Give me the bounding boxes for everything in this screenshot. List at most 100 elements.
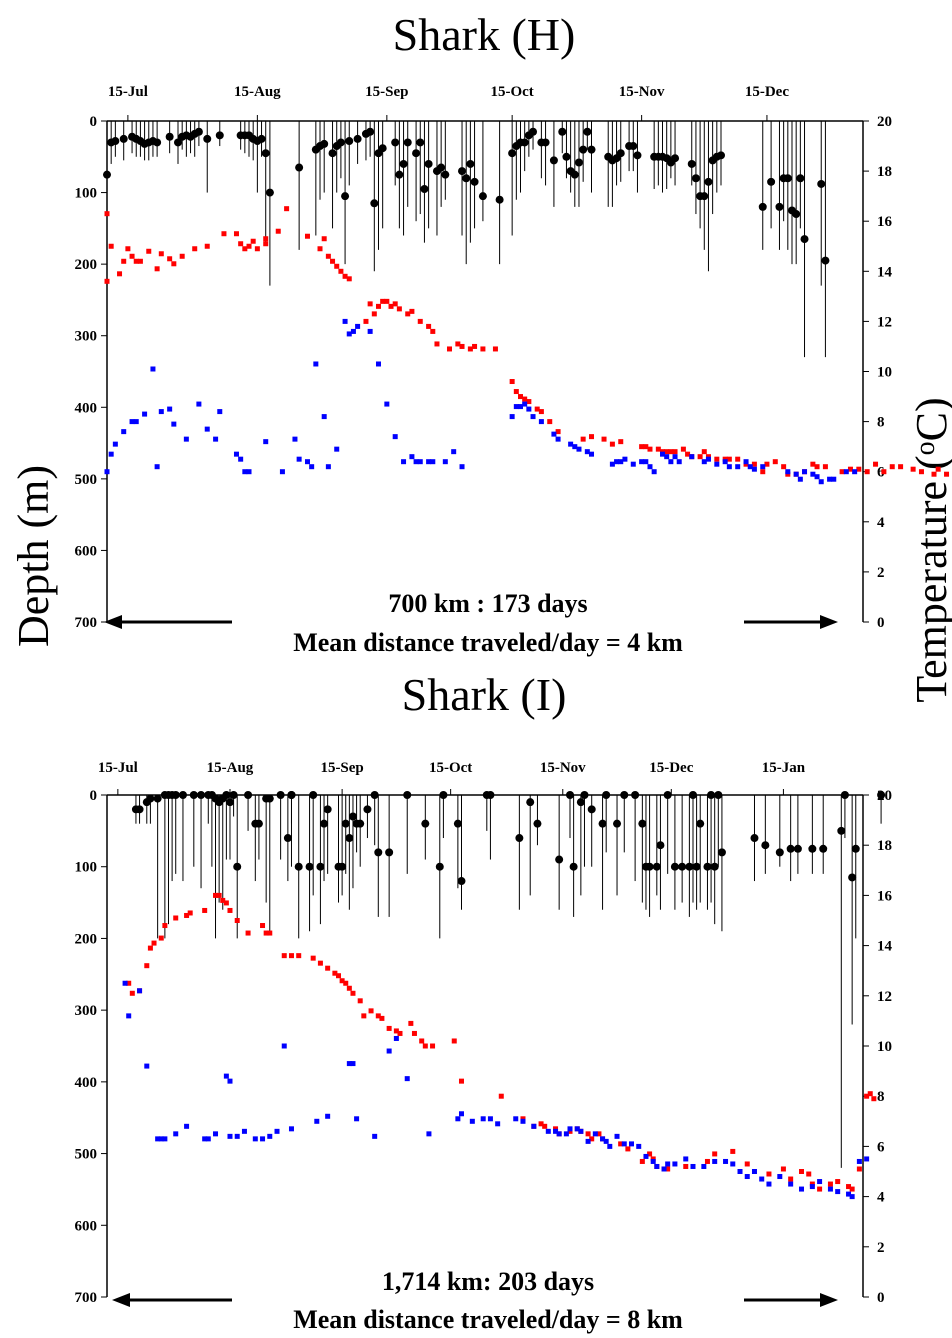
i-max-temp-point <box>216 892 222 898</box>
i-depth-point <box>316 862 325 871</box>
i-min-temp-point <box>480 1116 486 1122</box>
i-depth-point <box>287 791 296 799</box>
h-depth-point <box>203 134 212 143</box>
i-min-temp-point <box>162 1136 168 1142</box>
h-max-temp-point <box>171 261 177 267</box>
h-min-temp-point <box>150 366 156 372</box>
i-min-temp-point <box>744 1174 750 1180</box>
i-depth-point <box>276 791 285 799</box>
h-depth-point <box>103 170 111 179</box>
h-min-temp-point <box>384 401 390 407</box>
h-max-temp-point <box>192 246 198 252</box>
i-max-temp-point <box>846 1184 852 1190</box>
h-min-temp-point <box>818 479 824 485</box>
temperature-axis-title-end: C) <box>907 397 952 441</box>
h-min-temp-point <box>568 441 574 447</box>
panel-i-note-line1: 1,714 km: 203 days <box>382 1267 594 1296</box>
temperature-axis-title-main: Temperature ( <box>907 455 952 702</box>
i-max-temp-point <box>871 1096 877 1102</box>
h-x-tick-label: 15-Oct <box>490 84 533 100</box>
h-max-temp-point <box>133 258 139 264</box>
h-max-temp-point <box>935 466 941 472</box>
i-depth-point <box>613 819 622 828</box>
h-min-temp-point <box>513 404 519 410</box>
h-min-temp-point <box>810 471 816 477</box>
h-max-temp-point <box>589 434 595 440</box>
i-max-temp-point <box>227 907 233 913</box>
i-min-temp-point <box>274 1128 280 1134</box>
h-depth-tick-label: 500 <box>75 472 98 488</box>
h-max-temp-point <box>918 469 924 475</box>
h-min-temp-point <box>279 469 285 475</box>
h-depth-point <box>416 138 425 147</box>
i-max-temp-point <box>639 1158 645 1164</box>
h-depth-point <box>370 199 379 208</box>
h-max-temp-point <box>873 461 879 467</box>
i-min-temp-point <box>856 1158 862 1164</box>
h-max-temp-point <box>513 389 519 395</box>
i-depth-point <box>851 844 860 853</box>
h-min-temp-point <box>183 436 189 442</box>
i-min-temp-point <box>799 1186 805 1192</box>
h-min-temp-point <box>238 456 244 462</box>
h-x-tick-label: 15-Sep <box>365 84 408 100</box>
h-depth-tick-label: 400 <box>75 400 98 416</box>
h-min-temp-point <box>797 476 803 482</box>
i-max-temp-point <box>625 1146 631 1152</box>
h-depth-tick-label: 700 <box>75 615 98 631</box>
h-depth-point <box>295 163 304 172</box>
i-depth-tick-label: 400 <box>75 1075 98 1091</box>
i-min-temp-point <box>701 1163 707 1169</box>
i-min-temp-point <box>458 1111 464 1117</box>
i-depth-point <box>598 819 607 828</box>
i-min-temp-point <box>751 1169 757 1174</box>
i-max-temp-point <box>386 1025 392 1031</box>
h-depth-point <box>437 163 446 172</box>
i-min-temp-point <box>827 1186 833 1192</box>
i-max-temp-point <box>213 892 219 898</box>
i-depth-point <box>348 812 357 821</box>
i-depth-point <box>363 805 372 814</box>
i-max-temp-point <box>683 1163 689 1169</box>
h-max-temp-point <box>321 236 327 242</box>
i-min-temp-point <box>683 1156 689 1162</box>
h-min-temp-point <box>802 469 808 475</box>
h-max-temp-point <box>434 341 440 347</box>
i-x-tick-label: 15-Dec <box>649 760 693 776</box>
h-max-temp-point <box>697 454 703 460</box>
h-depth-point <box>165 132 174 141</box>
h-depth-point <box>529 127 538 136</box>
h-min-temp-point <box>121 429 127 435</box>
i-max-temp-point <box>223 900 229 906</box>
h-depth-point <box>792 210 801 219</box>
h-max-temp-point <box>847 466 853 472</box>
i-depth-tick-label: 100 <box>75 860 98 876</box>
h-max-temp-point <box>760 469 766 475</box>
h-max-temp-point <box>459 343 465 349</box>
i-min-temp-point <box>650 1158 656 1164</box>
h-temp-tick-label: 20 <box>877 114 892 130</box>
panel-i-right-arrow <box>744 1293 838 1307</box>
i-depth-point <box>750 834 759 843</box>
h-x-tick-label: 15-Aug <box>234 84 281 100</box>
h-max-temp-point <box>822 464 828 470</box>
i-depth-point <box>439 791 448 799</box>
i-depth-point <box>486 791 495 799</box>
h-depth-point <box>704 177 713 186</box>
h-max-temp-point <box>931 471 937 477</box>
h-depth-point <box>583 127 592 136</box>
h-depth-tick-label: 600 <box>75 543 98 559</box>
h-max-temp-point <box>751 461 757 467</box>
h-max-temp-point <box>417 318 423 324</box>
i-depth-tick-label: 700 <box>75 1290 98 1306</box>
i-min-temp-point <box>636 1143 642 1149</box>
h-min-temp-point <box>158 409 164 415</box>
i-temp-tick-label: 10 <box>877 1039 892 1055</box>
i-max-temp-point <box>596 1131 602 1137</box>
h-min-temp-point <box>538 419 544 425</box>
i-max-temp-point <box>220 897 226 903</box>
h-max-temp-point <box>334 263 340 269</box>
i-max-temp-point <box>263 930 269 936</box>
i-min-temp-point <box>531 1123 537 1129</box>
i-max-temp-point <box>864 1093 870 1099</box>
